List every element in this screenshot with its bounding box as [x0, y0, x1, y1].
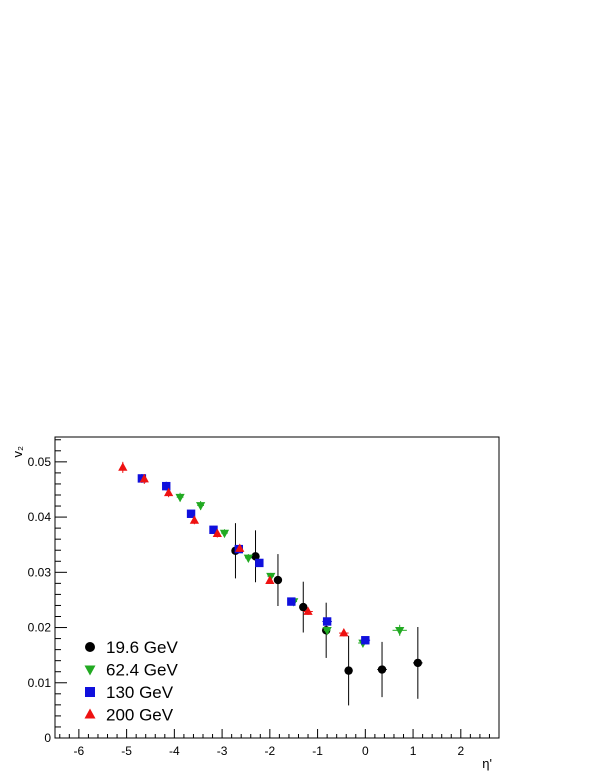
- legend-label: 62.4 GeV: [106, 661, 178, 680]
- legend-marker: [84, 665, 96, 676]
- x-tick-label: 1: [410, 744, 417, 758]
- y-tick-label: 0.05: [28, 455, 52, 469]
- data-point: [189, 515, 200, 524]
- legend: 19.6 GeV 62.4 GeV 130 GeV 200 GeV: [84, 638, 178, 725]
- data-point: [361, 636, 370, 645]
- legend-label: 200 GeV: [106, 706, 174, 725]
- data-point: [212, 528, 222, 538]
- x-tick-label: -4: [169, 744, 180, 758]
- x-tick-label: -5: [121, 744, 132, 758]
- y-tick-label: 0.01: [28, 676, 52, 690]
- data-point: [186, 509, 196, 518]
- y-tick-label: 0.03: [28, 565, 52, 579]
- data-point: [322, 617, 332, 626]
- data-point: [195, 502, 206, 511]
- axes: -6 -5 -4 -3 -2 -1 0 1 2 0 0.01 0.02 0.03 0.04 0.05: [28, 439, 500, 758]
- legend-label: 19.6 GeV: [106, 638, 178, 657]
- data-point: [344, 666, 353, 675]
- y-axis-label: v₂: [10, 446, 25, 458]
- x-axis-label: η': [482, 756, 492, 771]
- y-tick-label: 0.02: [28, 621, 52, 635]
- data-point: [273, 575, 283, 585]
- data-point: [322, 626, 332, 636]
- legend-entry-62-4-gev: 62.4 GeV: [84, 661, 178, 680]
- legend-entry-130-gev: 130 GeV: [85, 683, 174, 702]
- data-point: [287, 597, 296, 606]
- data-point: [339, 628, 349, 637]
- legend-marker: [84, 708, 96, 719]
- series-62-4-gev: [175, 492, 407, 649]
- data-point: [139, 473, 149, 483]
- data-point: [299, 602, 308, 612]
- x-tick-label: -3: [217, 744, 228, 758]
- x-tick-label: -2: [265, 744, 276, 758]
- data-point: [266, 572, 276, 582]
- data-point: [243, 554, 253, 563]
- x-tick-label: -1: [312, 744, 323, 758]
- data-point: [118, 462, 128, 471]
- plot-frame: [54, 436, 500, 739]
- x-tick-label: 2: [457, 744, 464, 758]
- series-200-gev: [118, 461, 349, 637]
- x-tick-label: -6: [74, 744, 85, 758]
- data-point: [265, 575, 275, 584]
- data-point: [395, 626, 405, 636]
- data-point: [413, 658, 423, 668]
- data-point: [164, 487, 174, 497]
- data-point: [162, 481, 171, 491]
- data-point: [219, 529, 230, 539]
- x-tick-label: 0: [362, 744, 369, 758]
- y-tick-label: 0.04: [28, 510, 52, 524]
- data-point: [209, 525, 218, 534]
- data-point: [251, 552, 260, 561]
- series-19-6-gev: [231, 523, 423, 706]
- y-tick-label: 0: [44, 731, 51, 745]
- legend-marker: [85, 642, 95, 652]
- data-point: [175, 493, 185, 503]
- data-point: [303, 606, 313, 615]
- legend-label: 130 GeV: [106, 683, 174, 702]
- data-point: [255, 558, 264, 568]
- data-point: [377, 665, 387, 674]
- data-marks: [118, 461, 423, 706]
- legend-entry-200-gev: 200 GeV: [84, 706, 174, 725]
- legend-marker: [85, 687, 95, 697]
- data-point: [235, 543, 245, 552]
- legend-entry-19-6-gev: 19.6 GeV: [85, 638, 178, 657]
